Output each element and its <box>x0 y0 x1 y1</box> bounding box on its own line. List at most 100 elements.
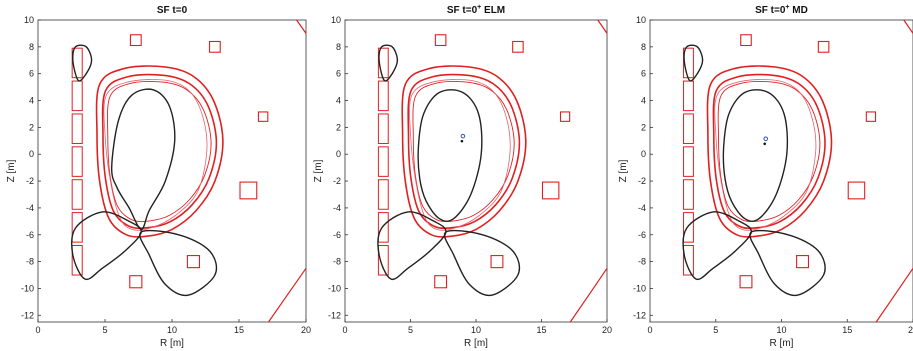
upper-lobe <box>683 44 704 82</box>
pf-coil <box>740 34 752 47</box>
divertor-lobe-right <box>139 229 218 297</box>
vessel-shell <box>412 80 515 222</box>
panel-title-main: SF t=0 <box>157 5 188 16</box>
pf-coil <box>129 275 143 289</box>
magnetic-axis-marker <box>460 133 466 139</box>
solenoid-coil <box>71 244 83 276</box>
x-axis-label: R [m] <box>160 338 184 349</box>
divertor-lobe-right <box>443 229 521 297</box>
solenoid-coil <box>377 146 389 177</box>
upper-lobe <box>72 44 93 82</box>
y-tick-label: -6 <box>26 230 34 240</box>
y-tick-label: -4 <box>333 203 341 213</box>
vessel-wall <box>569 267 608 323</box>
x-tick-label: 5 <box>408 325 413 335</box>
first-wall <box>103 79 208 231</box>
y-tick-label: -4 <box>26 203 34 213</box>
pf-coil <box>257 111 269 122</box>
magnetic-axis-marker <box>763 136 769 142</box>
solenoid-coil <box>71 80 83 112</box>
pf-coil <box>865 111 877 122</box>
y-tick-label: -2 <box>333 176 341 186</box>
x-tick-label: 0 <box>342 325 347 335</box>
solenoid-coil <box>71 179 83 210</box>
y-tick-label: -12 <box>633 310 646 320</box>
y-tick-label: 10 <box>24 15 34 25</box>
y-axis-label: Z [m] <box>313 159 324 182</box>
y-tick-label: 6 <box>29 69 34 79</box>
x-tick-label: 15 <box>536 325 546 335</box>
solenoid-coil <box>377 179 389 210</box>
pf-coil <box>541 181 560 200</box>
x-tick-label: 0 <box>647 325 652 335</box>
divertor-lobe-left <box>377 211 447 281</box>
y-tick-label: 2 <box>641 122 646 132</box>
vessel-shell <box>706 65 833 238</box>
solenoid-coil <box>683 80 694 112</box>
y-tick-label: 8 <box>29 42 34 52</box>
y-tick-label: -12 <box>21 310 34 320</box>
y-tick-label: -10 <box>21 283 34 293</box>
panel-title-main: SF t=0 <box>447 5 478 16</box>
solenoid-coil <box>71 146 83 177</box>
x-axis-label: R [m] <box>770 338 794 349</box>
separatrix <box>110 88 176 231</box>
y-tick-label: 10 <box>331 15 341 25</box>
x-tick-label: 20 <box>602 325 612 335</box>
y-tick-label: 4 <box>29 96 34 106</box>
solenoid-coil <box>683 146 694 177</box>
panel-title: SF t=0+ ELM <box>447 4 505 16</box>
pf-coil <box>512 40 524 53</box>
x-tick-label: 0 <box>35 325 40 335</box>
x-tick-label: 5 <box>102 325 107 335</box>
x-tick-label: 15 <box>234 325 244 335</box>
pf-coil <box>434 34 447 47</box>
plot-frame <box>344 19 608 323</box>
vessel-wall-top <box>597 19 608 34</box>
pf-coil <box>739 275 753 289</box>
pf-coil <box>239 181 258 200</box>
y-tick-label: 2 <box>29 122 34 132</box>
solenoid-coil <box>377 244 389 276</box>
panel-title: SF t=0+ MD <box>755 4 808 16</box>
y-tick-label: 0 <box>641 149 646 159</box>
separatrix <box>722 89 789 222</box>
y-tick-label: -10 <box>633 283 646 293</box>
y-tick-label: -8 <box>26 257 34 267</box>
y-tick-label: 6 <box>336 69 341 79</box>
first-wall <box>714 79 817 231</box>
x-tick-label: 10 <box>167 325 177 335</box>
vessel-shell <box>717 80 821 222</box>
y-axis-label: Z [m] <box>6 159 17 182</box>
vessel-wall-top <box>296 19 307 34</box>
vessel-shell <box>401 65 527 238</box>
y-tick-label: 10 <box>636 15 646 25</box>
vessel-wall <box>875 267 913 323</box>
solenoid-coil <box>683 244 694 276</box>
x-tick-label: 20 <box>301 325 311 335</box>
solenoid-coil <box>377 113 389 144</box>
plot-frame <box>649 19 913 323</box>
y-tick-label: -2 <box>26 176 34 186</box>
y-tick-label: -6 <box>333 230 341 240</box>
x-tick-label: 5 <box>713 325 718 335</box>
panel-title-tail: MD <box>790 5 808 16</box>
plasma-center-dot <box>763 142 767 146</box>
panel-title: SF t=0 <box>157 5 188 16</box>
panel-title-main: SF t=0 <box>755 5 786 16</box>
vessel-shell <box>407 73 521 230</box>
y-axis-label: Z [m] <box>618 159 629 182</box>
panel-title-sup: + <box>785 4 789 11</box>
y-tick-label: 4 <box>641 96 646 106</box>
pf-coil <box>559 111 571 122</box>
pf-coil <box>208 40 221 53</box>
panel-title-sup: + <box>477 4 481 11</box>
solenoid-coil <box>683 212 694 243</box>
y-tick-label: 2 <box>336 122 341 132</box>
x-tick-label: 10 <box>471 325 481 335</box>
pf-coil <box>186 255 201 269</box>
first-wall <box>409 79 511 231</box>
